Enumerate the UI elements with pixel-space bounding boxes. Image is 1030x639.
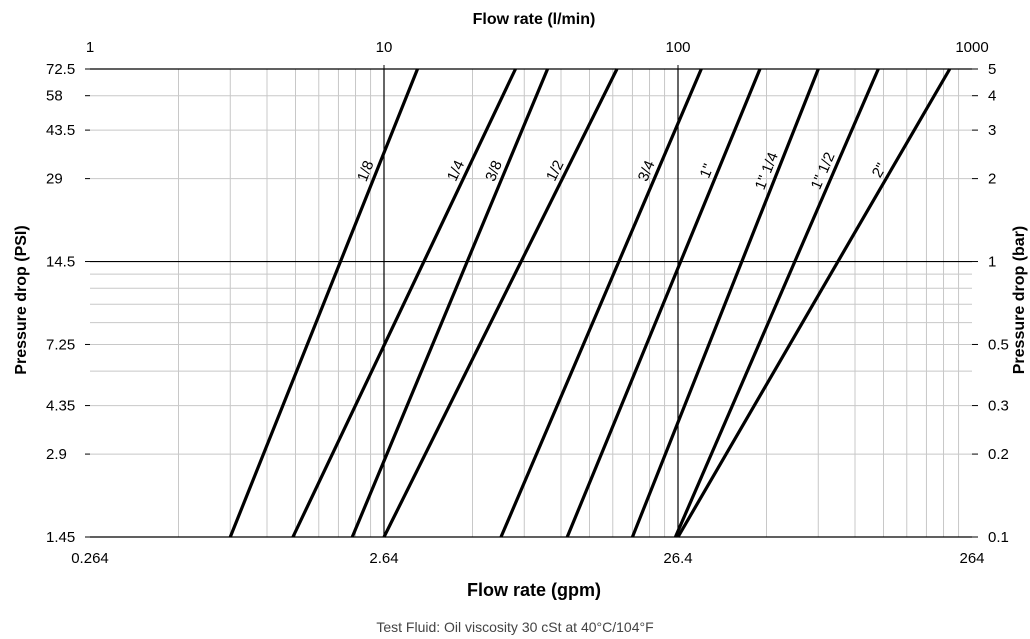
series-line-4: [499, 68, 703, 538]
series-lines: [228, 68, 952, 538]
left-tick-label: 7.25: [46, 336, 75, 353]
bottom-axis-ticks: 0.264 2.64 26.4 264: [71, 550, 984, 567]
left-tick-label: 72.5: [46, 61, 75, 78]
top-tick-label: 10: [376, 39, 393, 56]
series-label-1: 1/4: [444, 158, 468, 184]
series-line-2: [350, 68, 550, 538]
left-tick-label: 58: [46, 88, 63, 105]
left-tick-label: 43.5: [46, 122, 75, 139]
series-line-7: [673, 68, 880, 538]
right-tick-label: 0.3: [988, 398, 1009, 415]
bottom-tick-label: 264: [959, 550, 984, 567]
minor-gridlines: [90, 68, 972, 537]
right-axis-ticks: 5 4 3 2 1 0.5 0.3 0.2 0.1: [972, 61, 1009, 546]
left-tick-label: 29: [46, 171, 63, 188]
left-axis-ticks: 72.5 58 43.5 29 14.5 7.25 4.35 2.9 1.45: [46, 61, 90, 546]
series-label-5: 1": [697, 162, 718, 181]
left-tick-label: 1.45: [46, 529, 75, 546]
top-axis-ticks: 1 10 100 1000: [86, 39, 989, 69]
top-tick-label: 1: [86, 39, 94, 56]
left-tick-label: 14.5: [46, 254, 75, 271]
right-tick-label: 3: [988, 122, 996, 139]
series-line-1: [291, 68, 517, 538]
right-axis-title: Pressure drop (bar): [1011, 226, 1028, 374]
plot-frame: [90, 68, 972, 538]
series-label-4: 3/4: [635, 158, 659, 184]
series-labels: 1/8 1/4 3/8 1/2 3/4 1" 1" 1/4 1" 1/2 2": [354, 150, 890, 192]
top-tick-label: 1000: [955, 39, 988, 56]
right-tick-label: 5: [988, 61, 996, 78]
bottom-tick-label: 0.264: [71, 550, 109, 567]
bottom-tick-label: 26.4: [663, 550, 692, 567]
series-line-5: [565, 68, 762, 538]
series-line-6: [630, 68, 820, 538]
right-tick-label: 1: [988, 254, 996, 271]
right-tick-label: 0.5: [988, 336, 1009, 353]
right-tick-label: 0.2: [988, 446, 1009, 463]
series-label-0: 1/8: [354, 158, 378, 184]
footnote: Test Fluid: Oil viscosity 30 cSt at 40°C…: [376, 619, 653, 635]
right-tick-label: 2: [988, 171, 996, 188]
series-line-8: [676, 68, 952, 538]
bottom-axis-title: Flow rate (gpm): [467, 580, 601, 600]
left-tick-label: 4.35: [46, 398, 75, 415]
top-axis-title: Flow rate (l/min): [473, 11, 596, 28]
right-tick-label: 0.1: [988, 529, 1009, 546]
series-line-0: [228, 68, 419, 538]
series-line-3: [382, 68, 619, 538]
right-tick-label: 4: [988, 88, 996, 105]
series-label-2: 3/8: [482, 158, 506, 184]
left-axis-title: Pressure drop (PSI): [13, 225, 30, 374]
top-tick-label: 100: [665, 39, 690, 56]
left-tick-label: 2.9: [46, 446, 67, 463]
series-label-3: 1/2: [543, 158, 568, 184]
bottom-tick-label: 2.64: [369, 550, 398, 567]
